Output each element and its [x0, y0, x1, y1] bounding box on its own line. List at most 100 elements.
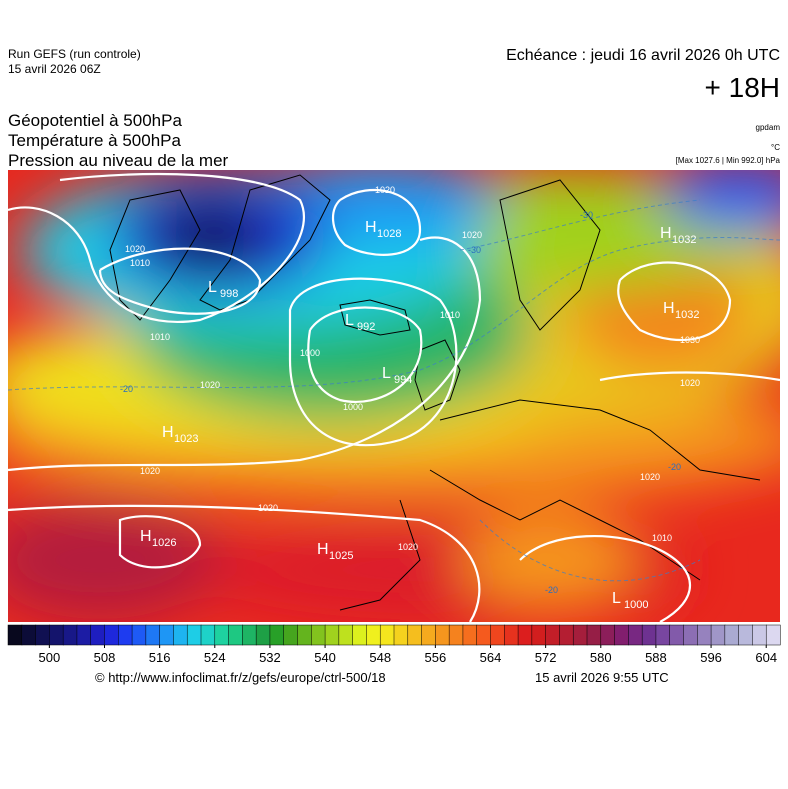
colorbar-swatch — [379, 624, 395, 646]
colorbar-tick-label: 516 — [149, 650, 171, 665]
center-pressure: 1026 — [152, 537, 176, 549]
colorbar-swatch — [545, 624, 560, 646]
colorbar-swatch — [600, 624, 616, 646]
center-pressure: 992 — [357, 321, 375, 333]
colorbar-tick-label: 596 — [700, 650, 722, 665]
isobar-label: 1020 — [462, 230, 482, 240]
colorbar-swatch — [531, 624, 547, 646]
isobar-label: 1020 — [640, 472, 660, 482]
colorbar-swatch — [186, 624, 202, 646]
colorbar: 500 508 516 524 532 540 548 556 564 572 580 588 596 6… — [7, 624, 781, 665]
colorbar-swatch — [697, 624, 712, 646]
colorbar-swatch — [366, 624, 381, 646]
center-letter: L — [208, 279, 217, 296]
isotherm-label: -20 — [545, 585, 558, 595]
colorbar-swatch — [669, 624, 685, 646]
colorbar-swatch — [448, 624, 464, 646]
isobars — [8, 172, 780, 622]
colorbar-swatch — [7, 624, 23, 646]
colorbar-swatch — [311, 624, 326, 646]
colorbar-swatch — [724, 624, 740, 646]
colorbar-swatch — [49, 624, 64, 646]
coastlines — [109, 174, 761, 611]
center-pressure: 1025 — [329, 550, 353, 562]
center-letter: H — [162, 424, 174, 441]
colorbar-swatch — [559, 624, 574, 646]
center-letter: H — [365, 219, 377, 236]
colorbar-swatch — [710, 624, 726, 646]
isobar-label: 1020 — [200, 380, 220, 390]
unit-geopotential: gpdam — [756, 123, 781, 132]
center-pressure: 998 — [220, 288, 238, 300]
center-letter: L — [382, 365, 391, 382]
colorbar-swatch — [352, 624, 367, 646]
isobar-label: 1020 — [375, 185, 395, 195]
center-letter: L — [345, 312, 354, 329]
center-letter: H — [660, 225, 672, 242]
colorbar-swatch — [393, 624, 409, 646]
center-pressure: 1032 — [675, 309, 699, 321]
isobar-label: 1010 — [150, 332, 170, 342]
center-pressure: 1023 — [174, 433, 198, 445]
colorbar-swatch — [62, 624, 78, 646]
colorbar-tick-label: 540 — [314, 650, 336, 665]
unit-temperature: °C — [771, 143, 780, 152]
isobar-label: 1000 — [300, 348, 320, 358]
colorbar-tick-label: 500 — [39, 650, 61, 665]
colorbar-tick-label: 532 — [259, 650, 281, 665]
isobar-label: 1030 — [680, 335, 700, 345]
colorbar-swatch — [324, 624, 340, 646]
colorbar-swatch — [338, 624, 354, 646]
colorbar-swatch — [159, 624, 174, 646]
colorbar-tick-label: 588 — [645, 650, 667, 665]
colorbar-swatch — [655, 624, 671, 646]
colorbar-swatch — [421, 624, 436, 646]
colorbar-swatch — [476, 624, 492, 646]
colorbar-swatch — [490, 624, 505, 646]
forecast-time: Echéance : jeudi 16 avril 2026 0h UTC — [506, 47, 780, 64]
source: © http://www.infoclimat.fr/z/gefs/europe… — [95, 670, 386, 685]
colorbar-swatch — [90, 624, 106, 646]
colorbar-swatch — [297, 624, 312, 646]
colorbar-swatch — [145, 624, 161, 646]
colorbar-swatch — [641, 624, 657, 646]
isobar-label: 1000 — [343, 402, 363, 412]
isobar-label: 1020 — [140, 466, 160, 476]
colorbar-swatch — [200, 624, 216, 646]
colorbar-tick-label: 572 — [535, 650, 557, 665]
colorbar-swatch — [504, 624, 519, 646]
colorbar-swatch — [283, 624, 299, 646]
run-date: 15 avril 2026 06Z — [8, 62, 101, 76]
lead-time: + 18H — [705, 72, 781, 103]
isobar-label: 1020 — [398, 542, 418, 552]
center-pressure: 1000 — [624, 599, 648, 611]
isotherm-label: -30 — [580, 210, 593, 220]
colorbar-swatch — [586, 624, 602, 646]
isotherm-label: -30 — [468, 245, 481, 255]
colorbar-swatch — [76, 624, 92, 646]
colorbar-tick-label: 508 — [94, 650, 116, 665]
run-name: Run GEFS (run controle) — [8, 47, 141, 61]
colorbar-swatch — [752, 624, 767, 646]
center-letter: H — [317, 541, 329, 558]
center-letter: H — [663, 300, 675, 317]
field-1: Géopotentiel à 500hPa — [8, 111, 182, 130]
colorbar-tick-label: 556 — [425, 650, 447, 665]
center-letter: L — [612, 590, 621, 607]
issued-time: 15 avril 2026 9:55 UTC — [535, 670, 669, 685]
center-letter: H — [140, 528, 152, 545]
isobar-label: 1020 — [258, 503, 278, 513]
field-3: Pression au niveau de la mer — [8, 151, 229, 170]
isobar-label: 1010 — [130, 258, 150, 268]
colorbar-swatch — [255, 624, 271, 646]
isotherm-label: -20 — [120, 384, 133, 394]
colorbar-swatch — [572, 624, 588, 646]
isobar-label: 1010 — [652, 533, 672, 543]
colorbar-tick-label: 564 — [480, 650, 502, 665]
center-pressure: 994 — [394, 374, 412, 386]
colorbar-swatch — [614, 624, 629, 646]
colorbar-swatch — [462, 624, 478, 646]
